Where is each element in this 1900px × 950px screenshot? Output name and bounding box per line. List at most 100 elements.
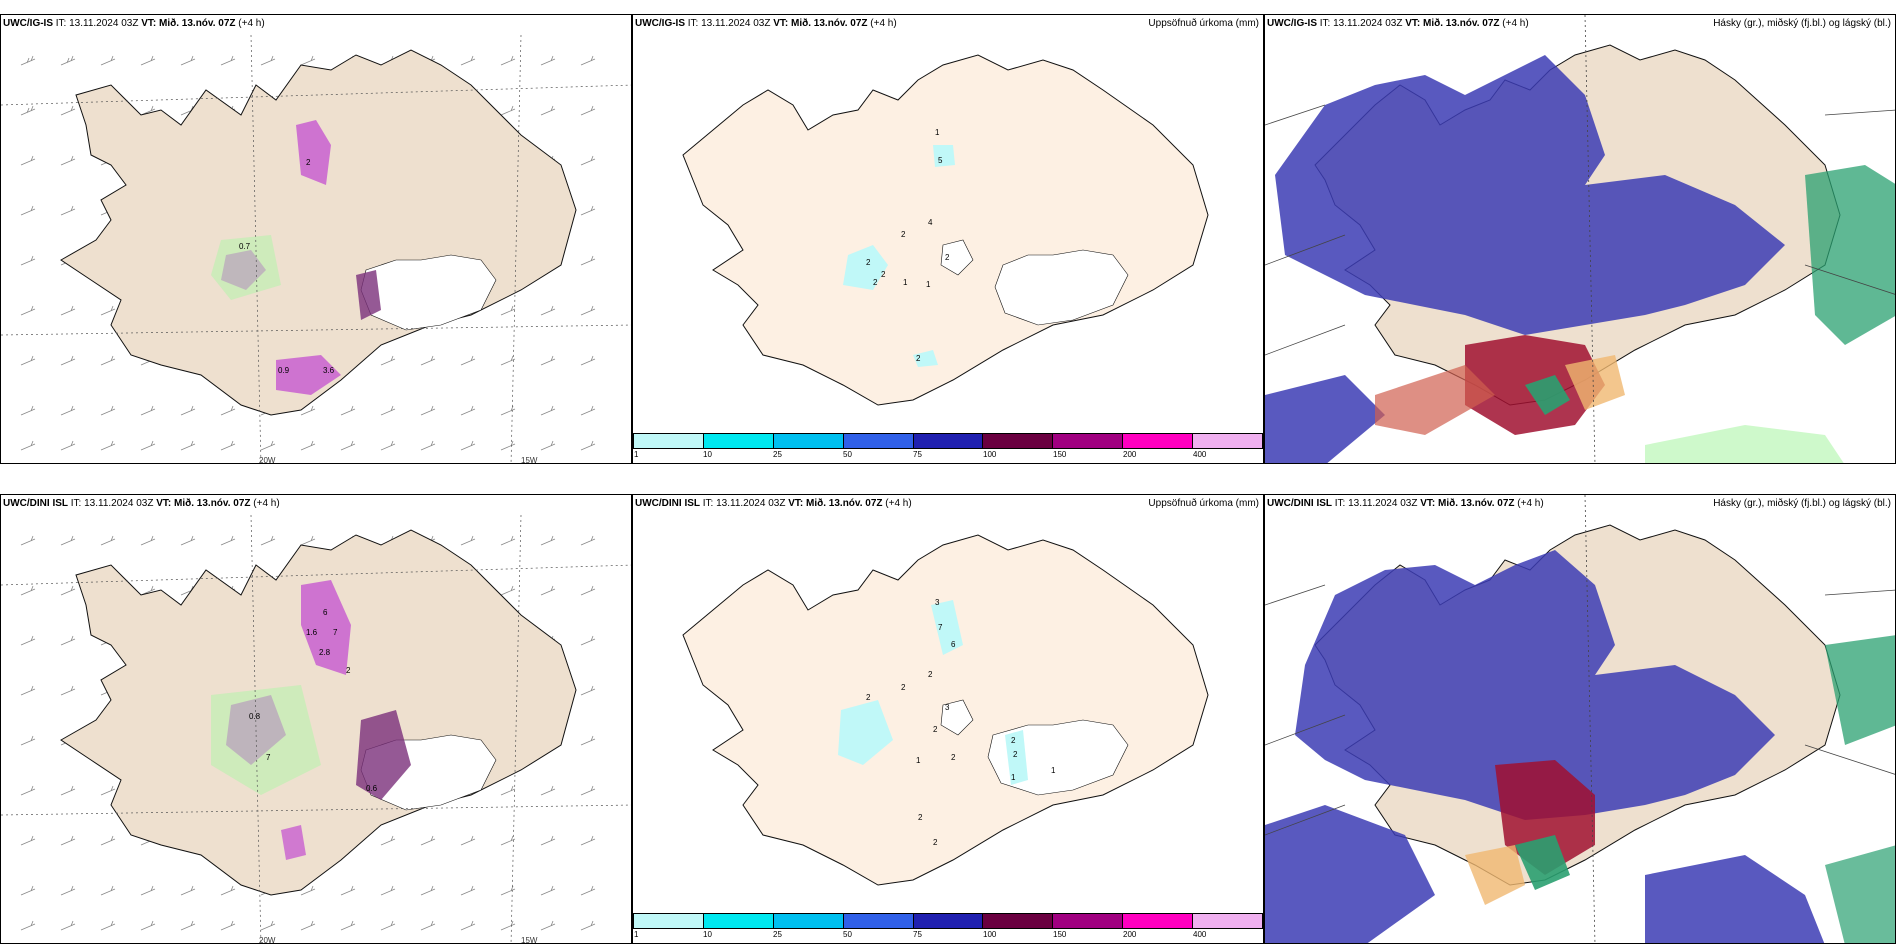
colorbar-tick: 100: [983, 930, 997, 939]
colorbar-tick: 10: [703, 450, 712, 459]
cloud-title: Hásky (gr.), miðský (fj.bl.) og lágský (…: [1713, 18, 1891, 29]
lon-label: 15W: [521, 936, 538, 944]
colorbar-tick: 10: [703, 930, 712, 939]
precip-value: 2: [866, 258, 871, 267]
colorbar-swatch: [773, 914, 844, 928]
precip-area: [1005, 730, 1028, 785]
colorbar-swatch: [773, 434, 844, 448]
colorbar-ticks: 1 10 25 50 75 100 150 200 400: [633, 930, 1263, 942]
wind-value: 7: [266, 753, 271, 762]
colorbar-swatch: [1193, 914, 1263, 928]
glacier: [940, 239, 974, 276]
lon-label: 20W: [259, 936, 276, 944]
panel-header: UWC/IG-IS IT: 13.11.2024 03Z VT: Mið. 13…: [635, 18, 897, 29]
precip-map: 3 7 6 2 2 3 2 2 2 2 1 2 1 2 2 1: [682, 534, 1209, 886]
low-cloud: [1825, 845, 1895, 943]
colorbar-swatch: [1123, 914, 1194, 928]
colorbar-tick: 1: [634, 930, 639, 939]
panel-wind-row1: UWC/IG-IS IT: 13.11.2024 03Z VT: Mið. 13…: [0, 14, 632, 464]
fog: [1465, 845, 1525, 905]
wind-value: 0.9: [278, 366, 290, 375]
low-cloud: [1825, 635, 1895, 745]
glacier: [360, 254, 497, 331]
panel-header: UWC/IG-IS IT: 13.11.2024 03Z VT: Mið. 13…: [1267, 18, 1529, 29]
wind-value: 0.8: [249, 712, 261, 721]
high-cloud: [1275, 55, 1785, 335]
cloud-map: [1265, 495, 1895, 943]
colorbar-swatch: [1053, 434, 1124, 448]
colorbar-tick: 50: [843, 450, 852, 459]
wind-value: 0.7: [239, 242, 251, 251]
colorbar-swatch: [703, 434, 774, 448]
precip-value: 4: [928, 218, 933, 227]
colorbar-swatch: [983, 434, 1054, 448]
wind-value: 1.6: [306, 628, 318, 637]
colorbar-tick: 150: [1053, 930, 1067, 939]
lon-label: 20W: [259, 456, 276, 464]
colorbar-swatch: [843, 434, 914, 448]
precip-value: 2: [881, 270, 886, 279]
precip-area: [838, 700, 893, 765]
graticule: [1265, 15, 1895, 463]
colorbar-tick: 400: [1193, 930, 1207, 939]
precip-area: [843, 245, 888, 290]
precip-value: 2: [1011, 736, 1016, 745]
colorbar-swatch: [913, 434, 984, 448]
precip-title: Uppsöfnuð úrkoma (mm): [1148, 498, 1259, 509]
precip-value: 2: [1013, 750, 1018, 759]
high-cloud: [1295, 550, 1775, 820]
colorbar-swatch: [843, 914, 914, 928]
wind-value: 3.6: [323, 366, 335, 375]
colorbar-tick: 1: [634, 450, 639, 459]
wind-map: 20W 15W 6 1.6 2.8 7 2 0.8 7 0.6: [1, 514, 631, 944]
cloud-title: Hásky (gr.), miðský (fj.bl.) og lágský (…: [1713, 498, 1891, 509]
precip-light: [211, 685, 321, 795]
colorbar-tick: 150: [1053, 450, 1067, 459]
panel-cloud-row2: UWC/DINI ISL IT: 13.11.2024 03Z VT: Mið.…: [1264, 494, 1896, 944]
precip-value: 2: [916, 354, 921, 363]
precip-area: [931, 600, 963, 655]
precip-value: 2: [901, 230, 906, 239]
low-cloud: [1645, 425, 1844, 463]
colorbar-swatch: [1053, 914, 1124, 928]
wind-value: 7: [333, 628, 338, 637]
precip-value: 1: [1011, 773, 1016, 782]
wind-value: 2: [346, 666, 351, 675]
colorbar-swatch: [913, 914, 984, 928]
iceland-landmass: [60, 49, 577, 416]
precip-value: 1: [926, 280, 931, 289]
precip-value: 1: [916, 756, 921, 765]
high-cloud: [1265, 375, 1385, 463]
panel-precip-row1: UWC/IG-IS IT: 13.11.2024 03Z VT: Mið. 13…: [632, 14, 1264, 464]
panel-header: UWC/DINI ISL IT: 13.11.2024 03Z VT: Mið.…: [1267, 498, 1544, 509]
glacier: [994, 249, 1129, 326]
precip-value: 2: [873, 278, 878, 287]
panel-header: UWC/DINI ISL IT: 13.11.2024 03Z VT: Mið.…: [3, 498, 280, 509]
graticule: [1, 514, 631, 943]
wind-value: 2.8: [319, 648, 331, 657]
panel-precip-row2: UWC/DINI ISL IT: 13.11.2024 03Z VT: Mið.…: [632, 494, 1264, 944]
cloud-map: [1265, 15, 1895, 463]
colorbar-swatch: [634, 914, 704, 928]
graticule: [1265, 495, 1895, 943]
colorbar-swatch: [634, 434, 704, 448]
low-cloud: [1525, 375, 1570, 415]
colorbar-tick: 75: [913, 930, 922, 939]
precip-area: [296, 120, 331, 185]
precip-value: 2: [933, 838, 938, 847]
precip-value: 2: [918, 813, 923, 822]
precip-area: [913, 350, 938, 367]
panel-cloud-row1: UWC/IG-IS IT: 13.11.2024 03Z VT: Mið. 13…: [1264, 14, 1896, 464]
mid-cloud: [1375, 365, 1495, 435]
colorbar-swatches: [633, 913, 1263, 929]
precip-value: 2: [951, 753, 956, 762]
precip-area: [356, 270, 381, 320]
precip-colorbar: 1 10 25 50 75 100 150 200 400: [633, 433, 1263, 463]
precip-value: 2: [933, 725, 938, 734]
colorbar-tick: 200: [1123, 930, 1137, 939]
colorbar-tick: 200: [1123, 450, 1137, 459]
colorbar-tick: 100: [983, 450, 997, 459]
panel-header: UWC/DINI ISL IT: 13.11.2024 03Z VT: Mið.…: [635, 498, 912, 509]
precip-value: 1: [903, 278, 908, 287]
precip-value: 1: [935, 128, 940, 137]
